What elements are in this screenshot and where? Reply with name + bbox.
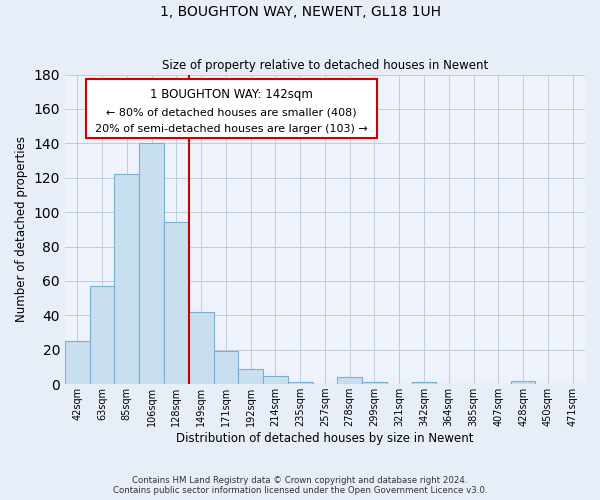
Text: 1, BOUGHTON WAY, NEWENT, GL18 1UH: 1, BOUGHTON WAY, NEWENT, GL18 1UH [160, 5, 440, 19]
Bar [139, 144, 164, 384]
Bar [189, 312, 214, 384]
Text: Contains HM Land Registry data © Crown copyright and database right 2024.
Contai: Contains HM Land Registry data © Crown c… [113, 476, 487, 495]
Y-axis label: Number of detached properties: Number of detached properties [15, 136, 28, 322]
Bar [164, 222, 189, 384]
Bar [238, 368, 263, 384]
Bar [288, 382, 313, 384]
Bar [412, 382, 436, 384]
Bar [337, 378, 362, 384]
Text: ← 80% of detached houses are smaller (408): ← 80% of detached houses are smaller (40… [106, 107, 356, 117]
Bar [115, 174, 139, 384]
Bar [511, 380, 535, 384]
Bar [263, 376, 288, 384]
Bar [89, 286, 115, 384]
Title: Size of property relative to detached houses in Newent: Size of property relative to detached ho… [162, 59, 488, 72]
Bar [362, 382, 387, 384]
Text: 1 BOUGHTON WAY: 142sqm: 1 BOUGHTON WAY: 142sqm [150, 88, 313, 102]
Text: 20% of semi-detached houses are larger (103) →: 20% of semi-detached houses are larger (… [95, 124, 368, 134]
Bar [214, 352, 238, 384]
X-axis label: Distribution of detached houses by size in Newent: Distribution of detached houses by size … [176, 432, 474, 445]
Bar [65, 341, 89, 384]
FancyBboxPatch shape [86, 79, 377, 138]
